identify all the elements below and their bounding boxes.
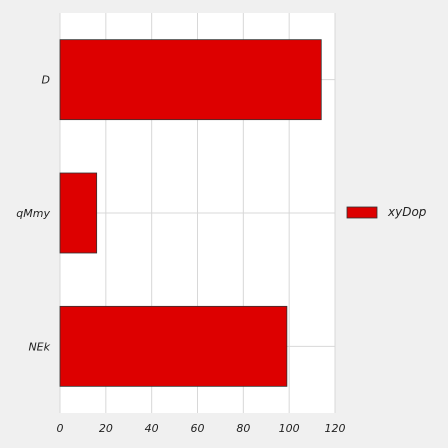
x-tick-labels: 0 20 40 60 80 100 120 [57, 422, 346, 435]
x-tick-label: 0 [57, 422, 64, 435]
x-tick-label: 120 [325, 422, 346, 435]
bars [59, 39, 322, 387]
legend: xyDop [346, 205, 427, 219]
y-tick-label: D [42, 74, 50, 87]
x-tick-label: 20 [99, 422, 113, 435]
legend-label: xyDop [387, 205, 427, 219]
y-tick-label: qMmy [16, 207, 50, 220]
bar-NEk [59, 305, 288, 387]
x-tick-label: 60 [191, 422, 205, 435]
bar-qMmy [59, 172, 98, 254]
legend-swatch [346, 206, 378, 219]
x-tick-label: 80 [236, 422, 250, 435]
y-tick-label: NEk [28, 340, 50, 353]
bar-D [59, 39, 322, 121]
x-tick-label: 40 [145, 422, 159, 435]
x-tick-label: 100 [279, 422, 300, 435]
